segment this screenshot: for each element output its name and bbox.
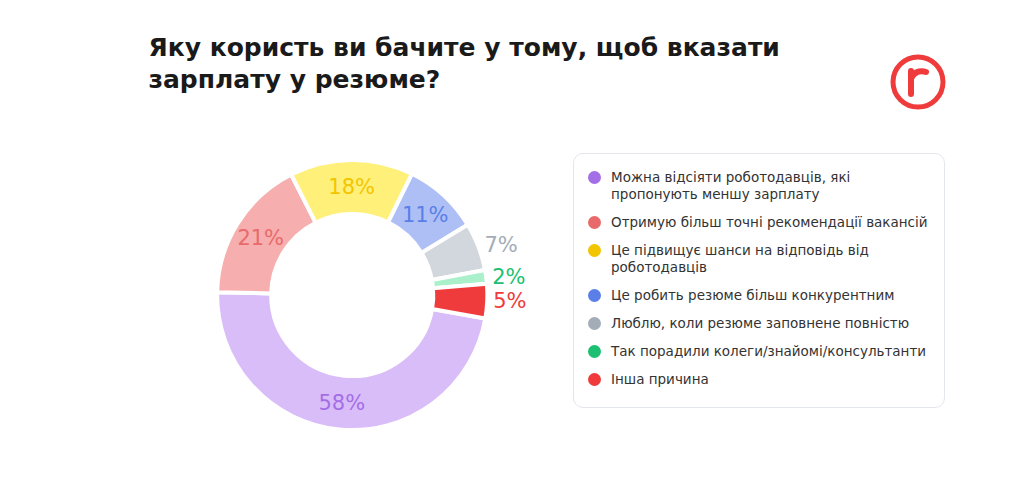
html-text:Це робить резюме більш конкуре: Це робить резюме більш конкурентним bbox=[611, 287, 895, 303]
svg-text:58%: 58% bbox=[318, 391, 365, 415]
svg-text:5%: 5% bbox=[493, 289, 526, 313]
html-text:Це підвищує шанси на відповідь: Це підвищує шанси на відповідь від робот… bbox=[611, 242, 869, 275]
svg-text:7%: 7% bbox=[484, 233, 517, 257]
html-text:Так порадили колеги/знайомі/ко: Так порадили колеги/знайомі/консультанти bbox=[611, 343, 927, 359]
svg-text:11%: 11% bbox=[402, 203, 449, 227]
html-text:Інша причина: Інша причина bbox=[611, 371, 709, 387]
svg-text:2%: 2% bbox=[492, 265, 525, 289]
html-text:Отримую більш точні рекомендац: Отримую більш точні рекомендації вакансі… bbox=[611, 214, 928, 230]
svg-text:Яку користь ви бачите у тому,: Яку користь ви бачите у тому, щоб вказат… bbox=[148, 33, 779, 95]
svg-text:18%: 18% bbox=[328, 175, 375, 199]
html-text:Можна відсіяти роботодавців, я: Можна відсіяти роботодавців, які пропону… bbox=[611, 169, 851, 202]
html-text:Люблю, коли резюме заповнене п: Люблю, коли резюме заповнене повністю bbox=[611, 315, 909, 331]
svg-text:21%: 21% bbox=[237, 226, 284, 250]
